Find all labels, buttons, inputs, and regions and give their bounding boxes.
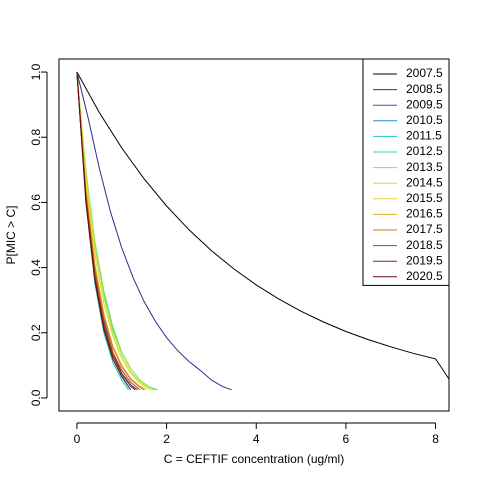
x-tick-label: 8: [432, 432, 439, 446]
y-tick-label: 0.6: [29, 194, 43, 211]
x-axis: 0 2 4 6 8: [74, 422, 439, 446]
series-line-2020.5: [76, 71, 132, 391]
legend-label: 2011.5: [406, 129, 442, 143]
y-axis-label: P[MIC > C]: [4, 205, 18, 264]
legend-label: 2018.5: [406, 238, 443, 252]
x-tick-label: 4: [253, 432, 260, 446]
legend-label: 2020.5: [406, 269, 443, 283]
x-tick-label: 6: [343, 432, 350, 446]
series-line-2014.5: [76, 71, 154, 391]
legend-label: 2014.5: [406, 175, 443, 189]
legend-label: 2010.5: [406, 113, 443, 127]
series-line-2013.5: [76, 71, 156, 391]
series-line-2007.5: [76, 71, 449, 380]
series-line-2008.5: [76, 71, 232, 391]
legend-label: 2009.5: [406, 97, 443, 111]
y-axis: 0.0 0.2 0.4 0.6 0.8 1.0: [29, 63, 48, 406]
legend-label: 2013.5: [406, 160, 443, 174]
plot-lines: [76, 71, 449, 391]
series-line-2015.5: [76, 71, 152, 391]
legend-label: 2007.5: [406, 66, 443, 80]
y-tick-label: 1.0: [29, 63, 43, 80]
legend-label: 2016.5: [406, 207, 443, 221]
x-tick-label: 2: [163, 432, 170, 446]
y-tick-label: 0.2: [29, 324, 43, 341]
legend-label: 2012.5: [406, 144, 443, 158]
y-tick-label: 0.8: [29, 129, 43, 146]
legend-label: 2008.5: [406, 82, 443, 96]
x-axis-label: C = CEFTIF concentration (ug/ml): [164, 452, 344, 466]
y-tick-label: 0.0: [29, 389, 43, 406]
legend-label: 2019.5: [406, 253, 443, 267]
legend-label: 2017.5: [406, 222, 443, 236]
legend-box: [362, 58, 450, 286]
y-tick-label: 0.4: [29, 259, 43, 276]
x-tick-label: 0: [74, 432, 81, 446]
legend-label: 2015.5: [406, 191, 443, 205]
